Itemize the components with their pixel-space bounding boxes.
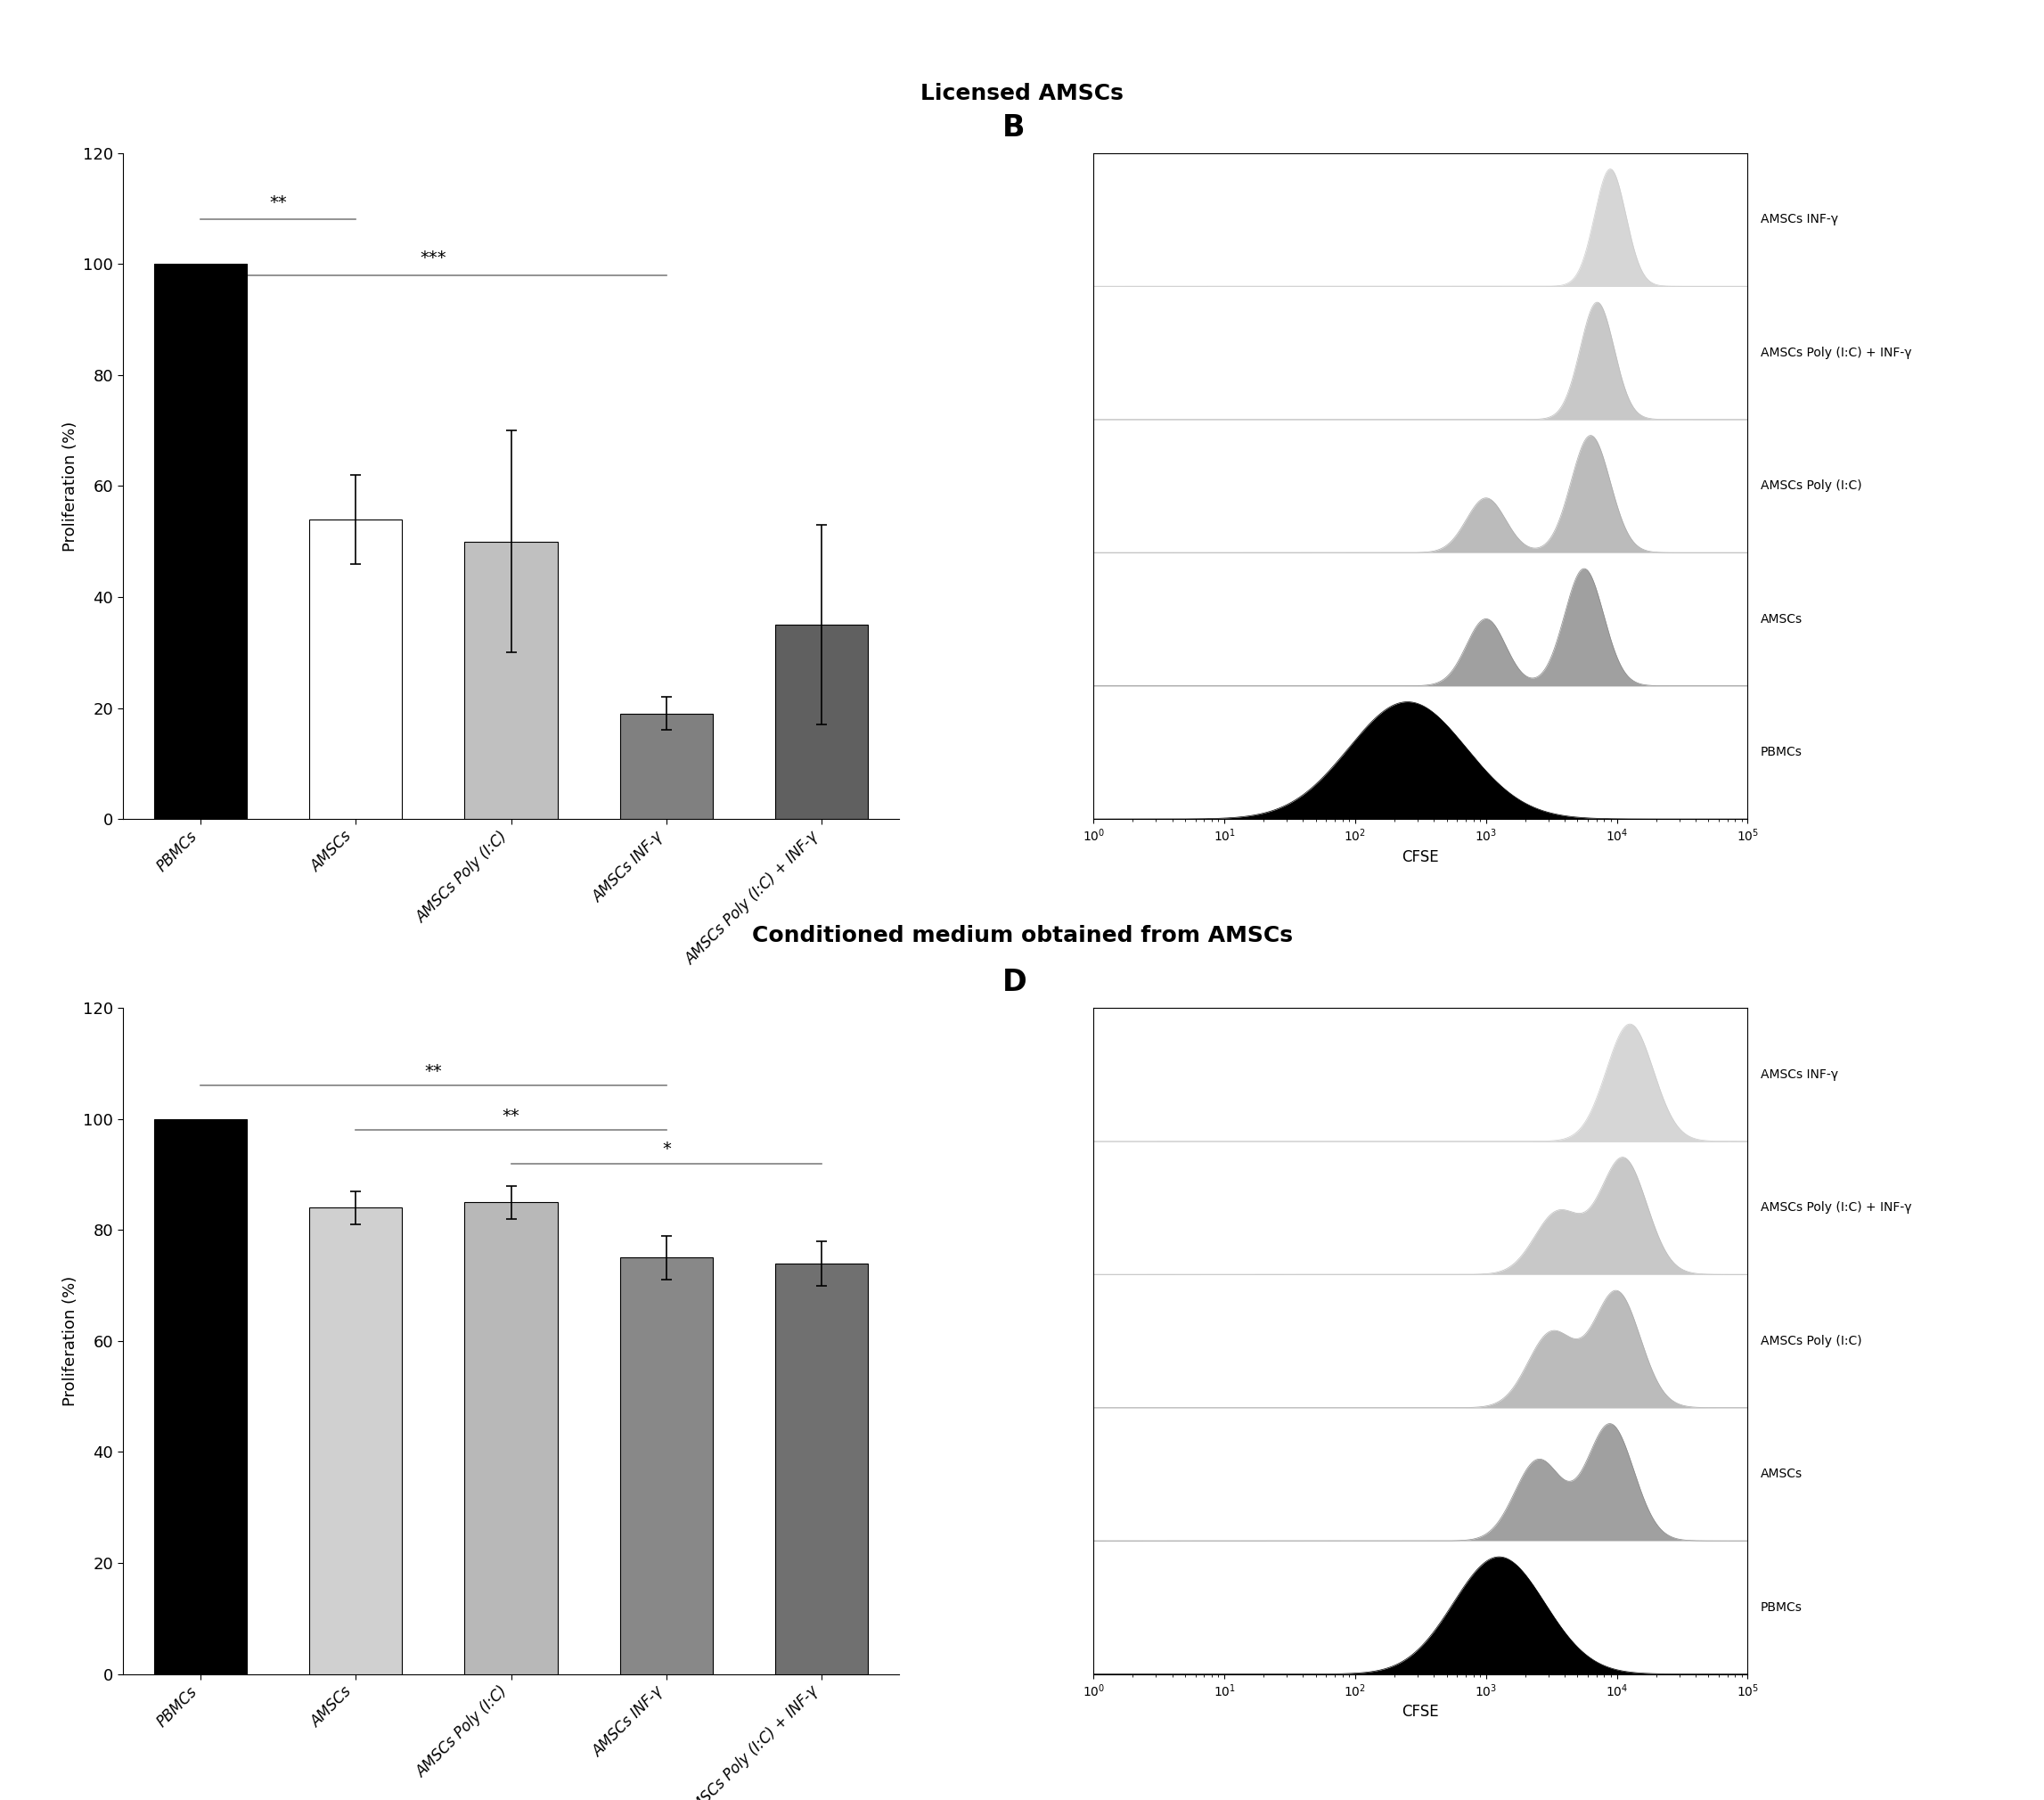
Text: Licensed AMSCs: Licensed AMSCs [920, 83, 1124, 104]
Bar [153, 265, 247, 819]
Text: AMSCs INF-γ: AMSCs INF-γ [1760, 214, 1838, 225]
Bar [309, 518, 403, 819]
X-axis label: CFSE: CFSE [1402, 1705, 1439, 1721]
Text: ***: *** [421, 250, 446, 266]
Bar [775, 625, 869, 819]
Text: B: B [1002, 113, 1024, 142]
Bar [464, 1202, 558, 1674]
Text: **: ** [425, 1064, 442, 1080]
Text: AMSCs Poly (I:C): AMSCs Poly (I:C) [1760, 1336, 1862, 1346]
Text: AMSCs INF-γ: AMSCs INF-γ [1760, 1069, 1838, 1080]
Text: AMSCs Poly (I:C): AMSCs Poly (I:C) [1760, 481, 1862, 491]
Text: D: D [1002, 968, 1026, 997]
Y-axis label: Proliferation (%): Proliferation (%) [61, 1276, 78, 1406]
Bar [309, 1208, 403, 1674]
Text: AMSCs Poly (I:C) + INF-γ: AMSCs Poly (I:C) + INF-γ [1760, 347, 1911, 358]
Text: AMSCs Poly (I:C) + INF-γ: AMSCs Poly (I:C) + INF-γ [1760, 1202, 1911, 1213]
Bar [775, 1264, 869, 1674]
Text: AMSCs: AMSCs [1760, 614, 1803, 625]
Bar [464, 542, 558, 819]
Bar [619, 713, 713, 819]
Text: PBMCs: PBMCs [1760, 1602, 1803, 1613]
Y-axis label: Proliferation (%): Proliferation (%) [61, 421, 78, 551]
Bar [153, 1120, 247, 1674]
Text: Conditioned medium obtained from AMSCs: Conditioned medium obtained from AMSCs [752, 925, 1292, 947]
Bar [619, 1258, 713, 1674]
Text: **: ** [503, 1107, 519, 1125]
Text: *: * [662, 1141, 670, 1157]
Text: AMSCs: AMSCs [1760, 1469, 1803, 1480]
Text: PBMCs: PBMCs [1760, 747, 1803, 758]
Text: **: ** [270, 194, 286, 211]
X-axis label: CFSE: CFSE [1402, 850, 1439, 866]
